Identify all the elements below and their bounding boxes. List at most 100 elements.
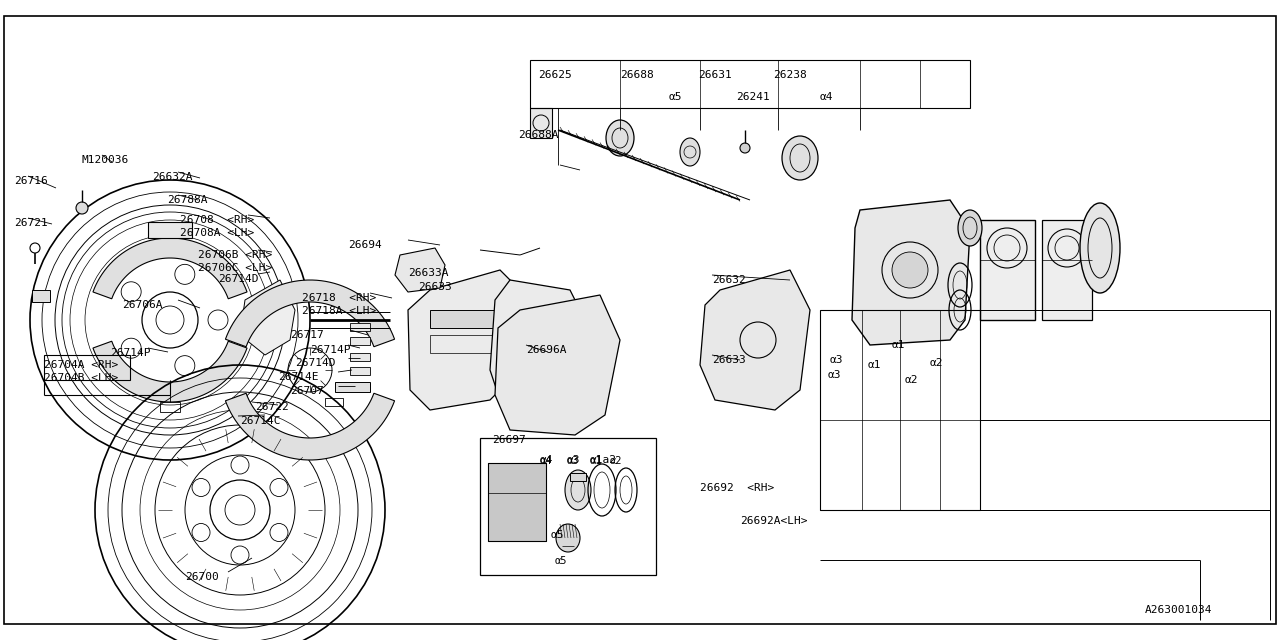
Bar — [480, 438, 657, 575]
Text: 26714D: 26714D — [218, 274, 259, 284]
Text: 26714C: 26714C — [241, 416, 280, 426]
Text: α5: α5 — [556, 556, 567, 566]
Text: α3: α3 — [829, 355, 844, 365]
Polygon shape — [396, 248, 445, 292]
Bar — [430, 310, 500, 328]
Text: 26633: 26633 — [712, 355, 746, 365]
Text: 26692  <RH>: 26692 <RH> — [700, 483, 774, 493]
Text: α3: α3 — [828, 370, 841, 380]
Text: 26718  <RH>: 26718 <RH> — [302, 293, 376, 303]
Text: 26696A: 26696A — [526, 345, 567, 355]
Polygon shape — [852, 200, 970, 345]
Text: 26706C <LH>: 26706C <LH> — [198, 263, 273, 273]
Text: α4: α4 — [540, 455, 553, 465]
Circle shape — [740, 143, 750, 153]
Ellipse shape — [957, 210, 982, 246]
Text: 26692A<LH>: 26692A<LH> — [740, 516, 808, 526]
Bar — [530, 108, 552, 138]
Bar — [349, 353, 370, 361]
Text: α2: α2 — [905, 375, 919, 385]
Bar — [1042, 220, 1092, 320]
Text: 26717: 26717 — [291, 330, 324, 340]
Polygon shape — [93, 238, 247, 299]
Ellipse shape — [605, 120, 634, 156]
Text: α1: α1 — [590, 456, 603, 466]
Bar — [349, 323, 370, 331]
Text: 26714D: 26714D — [294, 358, 335, 368]
Text: α2: α2 — [611, 456, 622, 466]
Circle shape — [532, 328, 557, 352]
Text: 26238: 26238 — [773, 70, 806, 80]
Text: α1a2: α1a2 — [590, 455, 617, 465]
Bar — [430, 335, 500, 353]
Text: 26700: 26700 — [186, 572, 219, 582]
Text: 26706B <RH>: 26706B <RH> — [198, 250, 273, 260]
Polygon shape — [700, 270, 810, 410]
Bar — [980, 220, 1036, 320]
Polygon shape — [225, 280, 394, 347]
Text: 26718A <LH>: 26718A <LH> — [302, 306, 376, 316]
Text: α3: α3 — [567, 455, 581, 465]
Text: 26714E: 26714E — [278, 372, 319, 382]
Text: 26694: 26694 — [348, 240, 381, 250]
Text: 26632A: 26632A — [152, 172, 192, 182]
Text: 26722: 26722 — [255, 402, 289, 412]
Text: 26707: 26707 — [291, 386, 324, 396]
Text: α2: α2 — [931, 358, 943, 368]
Text: A263001034: A263001034 — [1146, 605, 1212, 615]
Ellipse shape — [1080, 203, 1120, 293]
Bar — [325, 398, 343, 406]
Text: 26788A: 26788A — [166, 195, 207, 205]
Text: 26708  <RH>: 26708 <RH> — [180, 215, 255, 225]
Bar — [530, 60, 970, 108]
Ellipse shape — [564, 470, 591, 510]
Text: 26632: 26632 — [712, 275, 746, 285]
Text: α1: α1 — [868, 360, 882, 370]
Text: α5: α5 — [550, 530, 564, 540]
Text: 26714P: 26714P — [310, 345, 351, 355]
Bar — [349, 337, 370, 345]
Ellipse shape — [556, 524, 580, 552]
Text: α5: α5 — [669, 92, 682, 102]
Bar — [32, 290, 50, 302]
Text: α3: α3 — [567, 456, 580, 466]
Circle shape — [76, 202, 88, 214]
Bar — [349, 383, 370, 391]
Text: 26704A <RH>: 26704A <RH> — [44, 360, 118, 370]
Bar — [349, 367, 370, 375]
Bar — [820, 310, 980, 510]
Text: 26697: 26697 — [492, 435, 526, 445]
Bar — [488, 463, 547, 541]
Bar — [160, 402, 180, 412]
Text: α4: α4 — [820, 92, 833, 102]
Bar — [488, 463, 547, 541]
Text: α1: α1 — [892, 340, 905, 350]
Text: 26721: 26721 — [14, 218, 47, 228]
Polygon shape — [490, 280, 590, 415]
Text: α4: α4 — [540, 456, 553, 466]
Text: 26704B <LH>: 26704B <LH> — [44, 373, 118, 383]
Polygon shape — [93, 341, 247, 402]
Polygon shape — [225, 393, 394, 460]
Text: 26688A: 26688A — [518, 130, 558, 140]
Text: 26716: 26716 — [14, 176, 47, 186]
Polygon shape — [241, 280, 294, 355]
Bar — [570, 473, 586, 481]
Text: 26706A: 26706A — [122, 300, 163, 310]
Text: 26625: 26625 — [538, 70, 572, 80]
Text: 26633: 26633 — [419, 282, 452, 292]
Text: 26241: 26241 — [736, 92, 769, 102]
Text: 26631: 26631 — [698, 70, 732, 80]
Circle shape — [892, 252, 928, 288]
Ellipse shape — [680, 138, 700, 166]
Text: 26708A <LH>: 26708A <LH> — [180, 228, 255, 238]
Text: M120036: M120036 — [82, 155, 129, 165]
Bar — [148, 222, 192, 238]
Ellipse shape — [782, 136, 818, 180]
Bar — [335, 382, 370, 392]
Text: 26714P: 26714P — [110, 348, 151, 358]
Text: 26633A: 26633A — [408, 268, 448, 278]
Polygon shape — [408, 270, 520, 410]
Text: 26688: 26688 — [620, 70, 654, 80]
Polygon shape — [495, 295, 620, 435]
